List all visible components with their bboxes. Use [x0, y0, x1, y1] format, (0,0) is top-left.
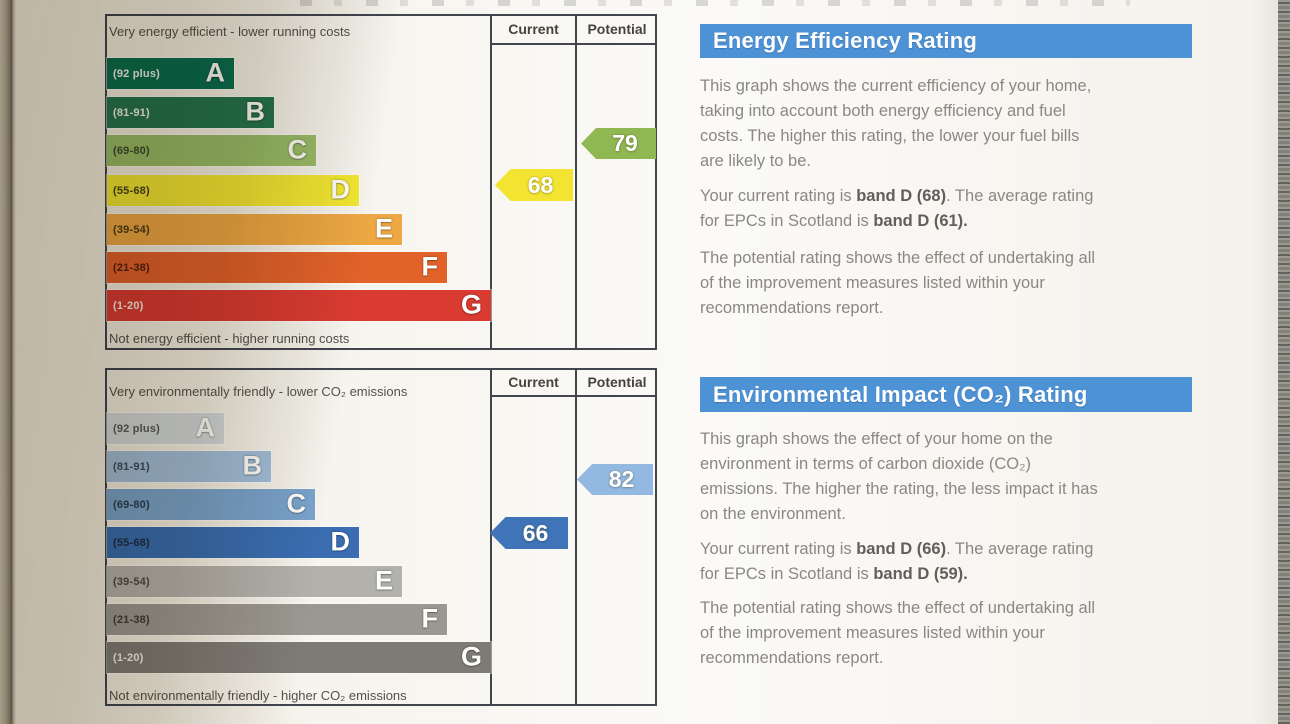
column-divider [490, 368, 492, 706]
potential-rating-arrow: 82 [577, 464, 653, 495]
energy-description-paragraph: This graph shows the current efficiency … [700, 77, 1092, 170]
band-letter: G [460, 641, 482, 672]
energy-band-g: (1-20) G [107, 289, 491, 321]
potential-column-header: Potential [587, 374, 647, 390]
band-range: (39-54) [113, 575, 150, 588]
band-letter: F [421, 251, 439, 282]
co2-band-c: (69-80) C [107, 488, 315, 520]
band-range: (92 plus) [113, 67, 161, 80]
energy-band-c: (69-80) C [107, 134, 316, 166]
current-rating-value: 66 [522, 519, 549, 546]
band-range: (21-38) [113, 613, 150, 626]
band-range: (55-68) [113, 536, 150, 549]
band-letter: B [242, 450, 263, 481]
co2-band-a: (92 plus) A [107, 412, 224, 444]
column-divider [490, 14, 492, 350]
co2-potential-paragraph: The potential rating shows the effect of… [700, 599, 1096, 667]
band-letter: A [195, 412, 216, 443]
co2-rating-heading-bar: Environmental Impact (CO₂) Rating [700, 377, 1192, 412]
band-letter: D [330, 526, 351, 557]
potential-rating-arrow: 79 [581, 128, 656, 159]
band-range: (92 plus) [113, 422, 161, 435]
band-range: (21-38) [113, 261, 150, 274]
band-range: (69-80) [113, 144, 150, 157]
co2-band-g: (1-20) G [107, 641, 491, 673]
co2-rating-chart: Current Potential Very environmentally f… [105, 368, 657, 706]
header-underline [490, 43, 657, 45]
chart-caption-top: Very environmentally friendly - lower CO… [109, 384, 408, 399]
chart-caption-bottom: Not environmentally friendly - higher CO… [109, 688, 407, 703]
band-letter: E [374, 213, 393, 244]
current-rating-arrow: 68 [495, 169, 573, 201]
energy-band-a: (92 plus) A [107, 57, 234, 89]
band-range: (55-68) [113, 184, 150, 197]
co2-band-f: (21-38) F [107, 603, 447, 635]
energy-current-rating-paragraph: Your current rating is band D (68). The … [700, 187, 1094, 230]
table-surface [1278, 0, 1290, 724]
column-divider [575, 14, 577, 350]
cropped-text-remnant [300, 0, 1130, 6]
potential-column-header: Potential [587, 21, 647, 37]
energy-rating-heading: Energy Efficiency Rating [713, 28, 977, 53]
energy-potential-paragraph: The potential rating shows the effect of… [700, 249, 1096, 317]
band-letter: G [460, 289, 482, 320]
co2-band-e: (39-54) E [107, 565, 402, 597]
co2-band-b: (81-91) B [107, 450, 271, 482]
energy-band-d: (55-68) D [107, 174, 359, 206]
energy-band-b: (81-91) B [107, 96, 274, 128]
energy-efficiency-chart: Current Potential Very energy efficient … [105, 14, 657, 350]
band-letter: E [374, 565, 393, 596]
energy-rating-heading-bar: Energy Efficiency Rating [700, 24, 1192, 58]
current-rating-value: 68 [527, 171, 554, 198]
potential-rating-value: 82 [608, 466, 635, 492]
co2-description-paragraph: This graph shows the effect of your home… [700, 430, 1098, 523]
band-letter: B [245, 96, 266, 127]
chart-border [105, 368, 657, 706]
band-letter: F [421, 603, 439, 634]
band-letter: C [286, 488, 307, 519]
current-rating-arrow: 66 [490, 517, 568, 549]
energy-band-f: (21-38) F [107, 251, 447, 283]
band-letter: A [205, 57, 226, 88]
current-column-header: Current [508, 21, 559, 37]
co2-rating-heading: Environmental Impact (CO₂) Rating [713, 381, 1088, 407]
header-underline [490, 395, 657, 397]
band-range: (81-91) [113, 106, 150, 119]
chart-caption-bottom: Not energy efficient - higher running co… [109, 331, 350, 346]
band-range: (69-80) [113, 498, 150, 511]
co2-current-rating-paragraph: Your current rating is band D (66). The … [700, 540, 1094, 583]
current-column-header: Current [508, 374, 559, 390]
band-range: (39-54) [113, 223, 150, 236]
band-letter: D [330, 174, 351, 205]
page-left-edge [0, 0, 16, 724]
potential-rating-value: 79 [612, 130, 638, 156]
band-range: (1-20) [113, 299, 144, 312]
chart-border [105, 14, 657, 350]
band-range: (81-91) [113, 460, 150, 473]
band-range: (1-20) [113, 651, 144, 664]
band-letter: C [287, 134, 308, 165]
energy-band-e: (39-54) E [107, 213, 402, 245]
chart-caption-top: Very energy efficient - lower running co… [109, 24, 351, 39]
co2-band-d: (55-68) D [107, 526, 359, 558]
column-divider [575, 368, 577, 706]
